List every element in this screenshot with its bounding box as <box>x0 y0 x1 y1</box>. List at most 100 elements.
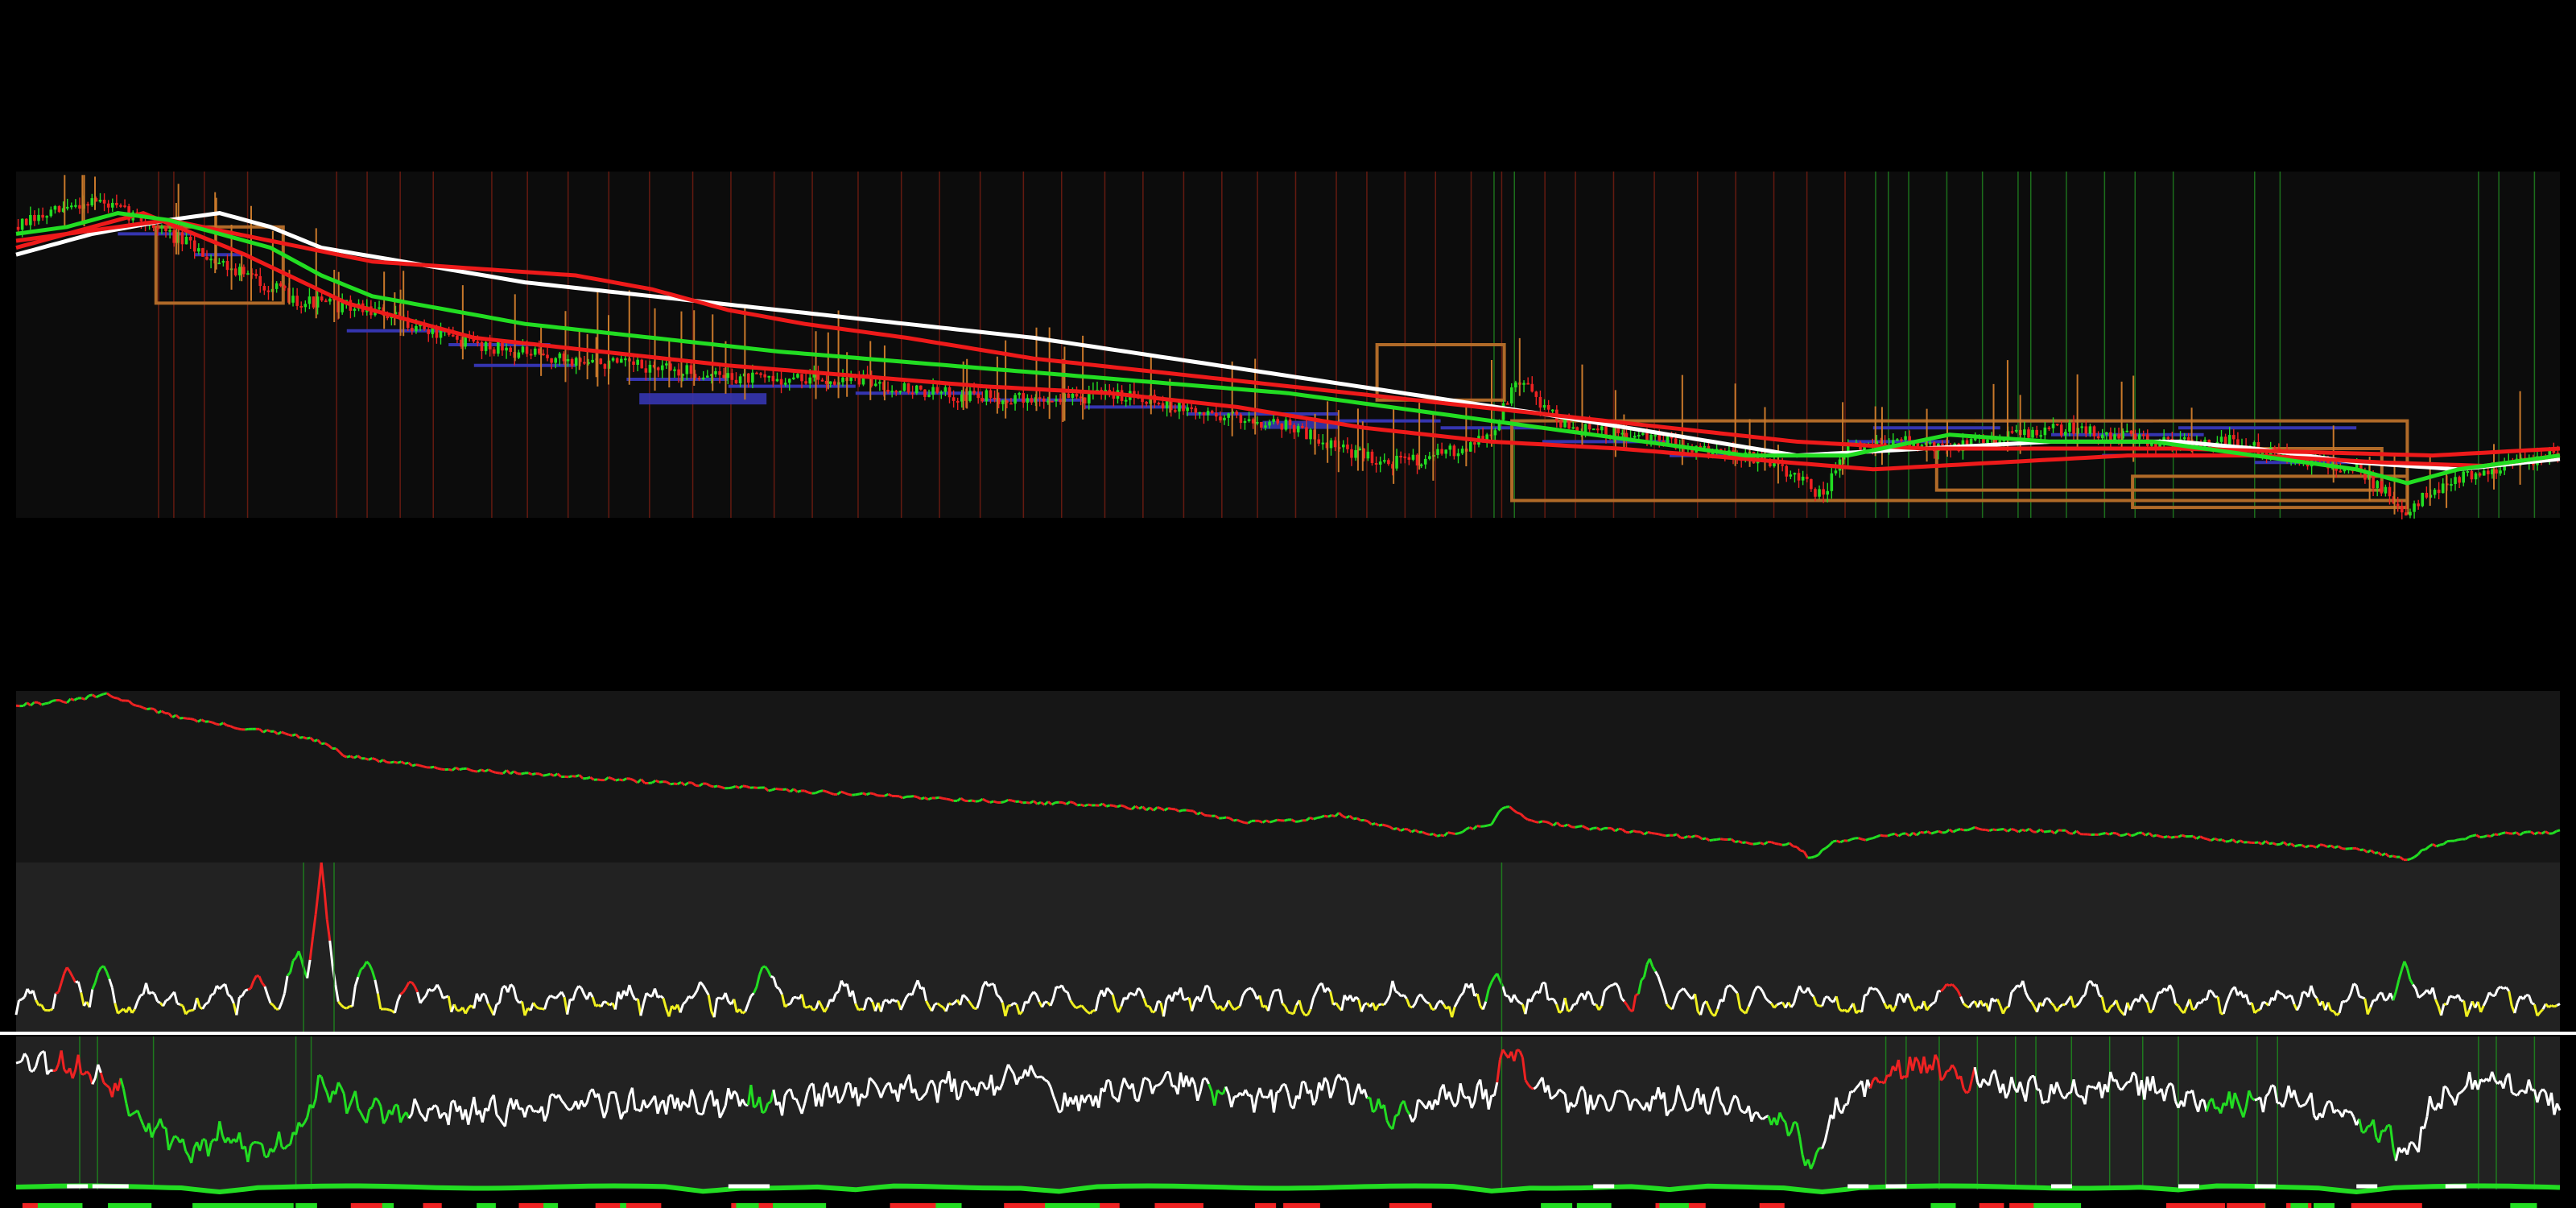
overview-segment-562 <box>2054 829 2060 834</box>
overview-segment-374 <box>1371 822 1376 826</box>
price-candle-body-427 <box>1769 460 1772 466</box>
overview-segment-409 <box>1497 807 1504 813</box>
overview-segment-158 <box>586 776 591 780</box>
price-candle-body-571 <box>2359 463 2363 472</box>
osc1-segment-618 <box>1759 987 1765 993</box>
osc1-segment-258 <box>741 1010 746 1015</box>
overview-segment-610 <box>2228 838 2234 842</box>
price-candle-body-340 <box>1411 454 1415 460</box>
osc1-segment-400 <box>1142 998 1148 1007</box>
price-candle-body-603 <box>2491 469 2494 474</box>
osc1-segment-874 <box>2482 999 2488 1007</box>
price-candle-body-346 <box>1436 449 1439 455</box>
price-candle-body-355 <box>1473 442 1476 445</box>
osc1-segment-759 <box>2158 991 2162 995</box>
overview-segment-64 <box>245 727 250 731</box>
overview-segment-546 <box>1996 828 2001 832</box>
osc1-segment-201 <box>580 987 586 995</box>
osc2-segment-739 <box>2100 1084 2107 1098</box>
overview-segment-667 <box>2435 843 2441 848</box>
osc2-segment-558 <box>1589 1094 1595 1111</box>
overview-segment-489 <box>1788 842 1794 848</box>
osc1-segment-268 <box>770 975 774 978</box>
osc2-segment-224 <box>645 1104 650 1109</box>
osc1-segment-88 <box>261 982 266 987</box>
osc1-segment-150 <box>436 983 441 991</box>
overview-segment-600 <box>2192 834 2198 840</box>
price-candle-body-311 <box>1292 425 1296 432</box>
osc1-segment-498 <box>1419 993 1425 1000</box>
price-candle-body-41 <box>184 236 188 245</box>
price-candle-body-82 <box>353 308 357 311</box>
osc1-segment-823 <box>2338 1001 2344 1014</box>
osc1-segment-250 <box>719 996 724 1001</box>
osc1-segment-669 <box>1902 993 1909 1003</box>
overview-segment-230 <box>848 792 852 796</box>
osc1-segment-148 <box>431 988 436 992</box>
price-candle-body-295 <box>1227 413 1230 418</box>
overview-segment-463 <box>1695 834 1699 838</box>
price-candle-body-47 <box>209 259 213 261</box>
overview-segment-315 <box>1157 806 1162 810</box>
osc1-segment-29 <box>93 972 100 983</box>
price-candle-body-517 <box>2137 434 2141 440</box>
osc1-segment-246 <box>707 995 713 1012</box>
osc1-segment-89 <box>263 986 269 996</box>
price-candle-body-437 <box>1810 478 1813 490</box>
overview-segment-410 <box>1501 805 1507 810</box>
price-candle-body-509 <box>2105 432 2108 435</box>
osc2-segment-245 <box>704 1094 710 1103</box>
osc1-segment-90 <box>266 995 272 1004</box>
overview-segment-82 <box>309 737 316 743</box>
osc1-segment-538 <box>1533 990 1538 996</box>
osc2-segment-423 <box>1208 1083 1213 1092</box>
overview-segment-665 <box>2428 843 2434 848</box>
osc2-segment-638 <box>1815 1147 1821 1154</box>
range-box-2 <box>1510 419 2409 503</box>
osc1-segment-277 <box>795 996 800 1000</box>
osc1-segment-111 <box>325 919 332 941</box>
osc2-segment-817 <box>2321 1107 2327 1119</box>
osc2-segment-237 <box>682 1100 687 1106</box>
osc1-segment-262 <box>753 986 758 994</box>
osc2-segment-833 <box>2367 1124 2372 1128</box>
price-candle-body-130 <box>550 358 553 363</box>
overview-segment-20 <box>84 694 90 701</box>
overview-segment-207 <box>763 786 770 792</box>
osc2-segment-308 <box>882 1084 888 1091</box>
overview-segment-536 <box>1959 828 1965 832</box>
osc2-segment-548 <box>1561 1090 1567 1095</box>
osc1-segment-856 <box>2431 987 2437 1000</box>
osc2-segment-835 <box>2372 1119 2378 1138</box>
osc2-segment-885 <box>2514 1093 2518 1097</box>
price-candle-body-5 <box>37 214 40 221</box>
price-candle-body-338 <box>1403 456 1407 458</box>
osc1-segment-685 <box>1948 983 1953 987</box>
osc1-segment-692 <box>1967 1002 1973 1008</box>
price-candle-body-476 <box>1969 438 1973 447</box>
osc2-segment-701 <box>1993 1069 1999 1082</box>
osc2-segment-527 <box>1501 1049 1507 1055</box>
osc1-segment-431 <box>1230 1005 1236 1011</box>
overview-segment-586 <box>2141 831 2147 837</box>
price-candle-body-14 <box>74 205 77 207</box>
overview-segment-126 <box>469 768 475 772</box>
osc2-segment-112 <box>328 1090 334 1103</box>
osc2-segment-628 <box>1787 1131 1793 1137</box>
osc2-segment-758 <box>2155 1091 2159 1094</box>
osc2-segment-54 <box>164 1127 171 1151</box>
overview-segment-630 <box>2301 844 2306 849</box>
price-candle-body-215 <box>898 391 902 393</box>
osc1-segment-520 <box>1481 1001 1488 1010</box>
osc2-segment-66 <box>198 1139 204 1152</box>
osc1-segment-521 <box>1484 988 1490 1002</box>
price-candle-body-67 <box>291 296 295 303</box>
osc1-segment-71 <box>213 985 218 995</box>
osc2-segment-294 <box>843 1082 848 1094</box>
price-candle-body-521 <box>2154 443 2157 449</box>
osc1-segment-239 <box>687 995 693 999</box>
price-candle-body-410 <box>1699 445 1703 448</box>
osc1-segment-345 <box>987 983 993 987</box>
osc1-segment-706 <box>2007 991 2013 1007</box>
price-candle-body-242 <box>1009 403 1013 405</box>
